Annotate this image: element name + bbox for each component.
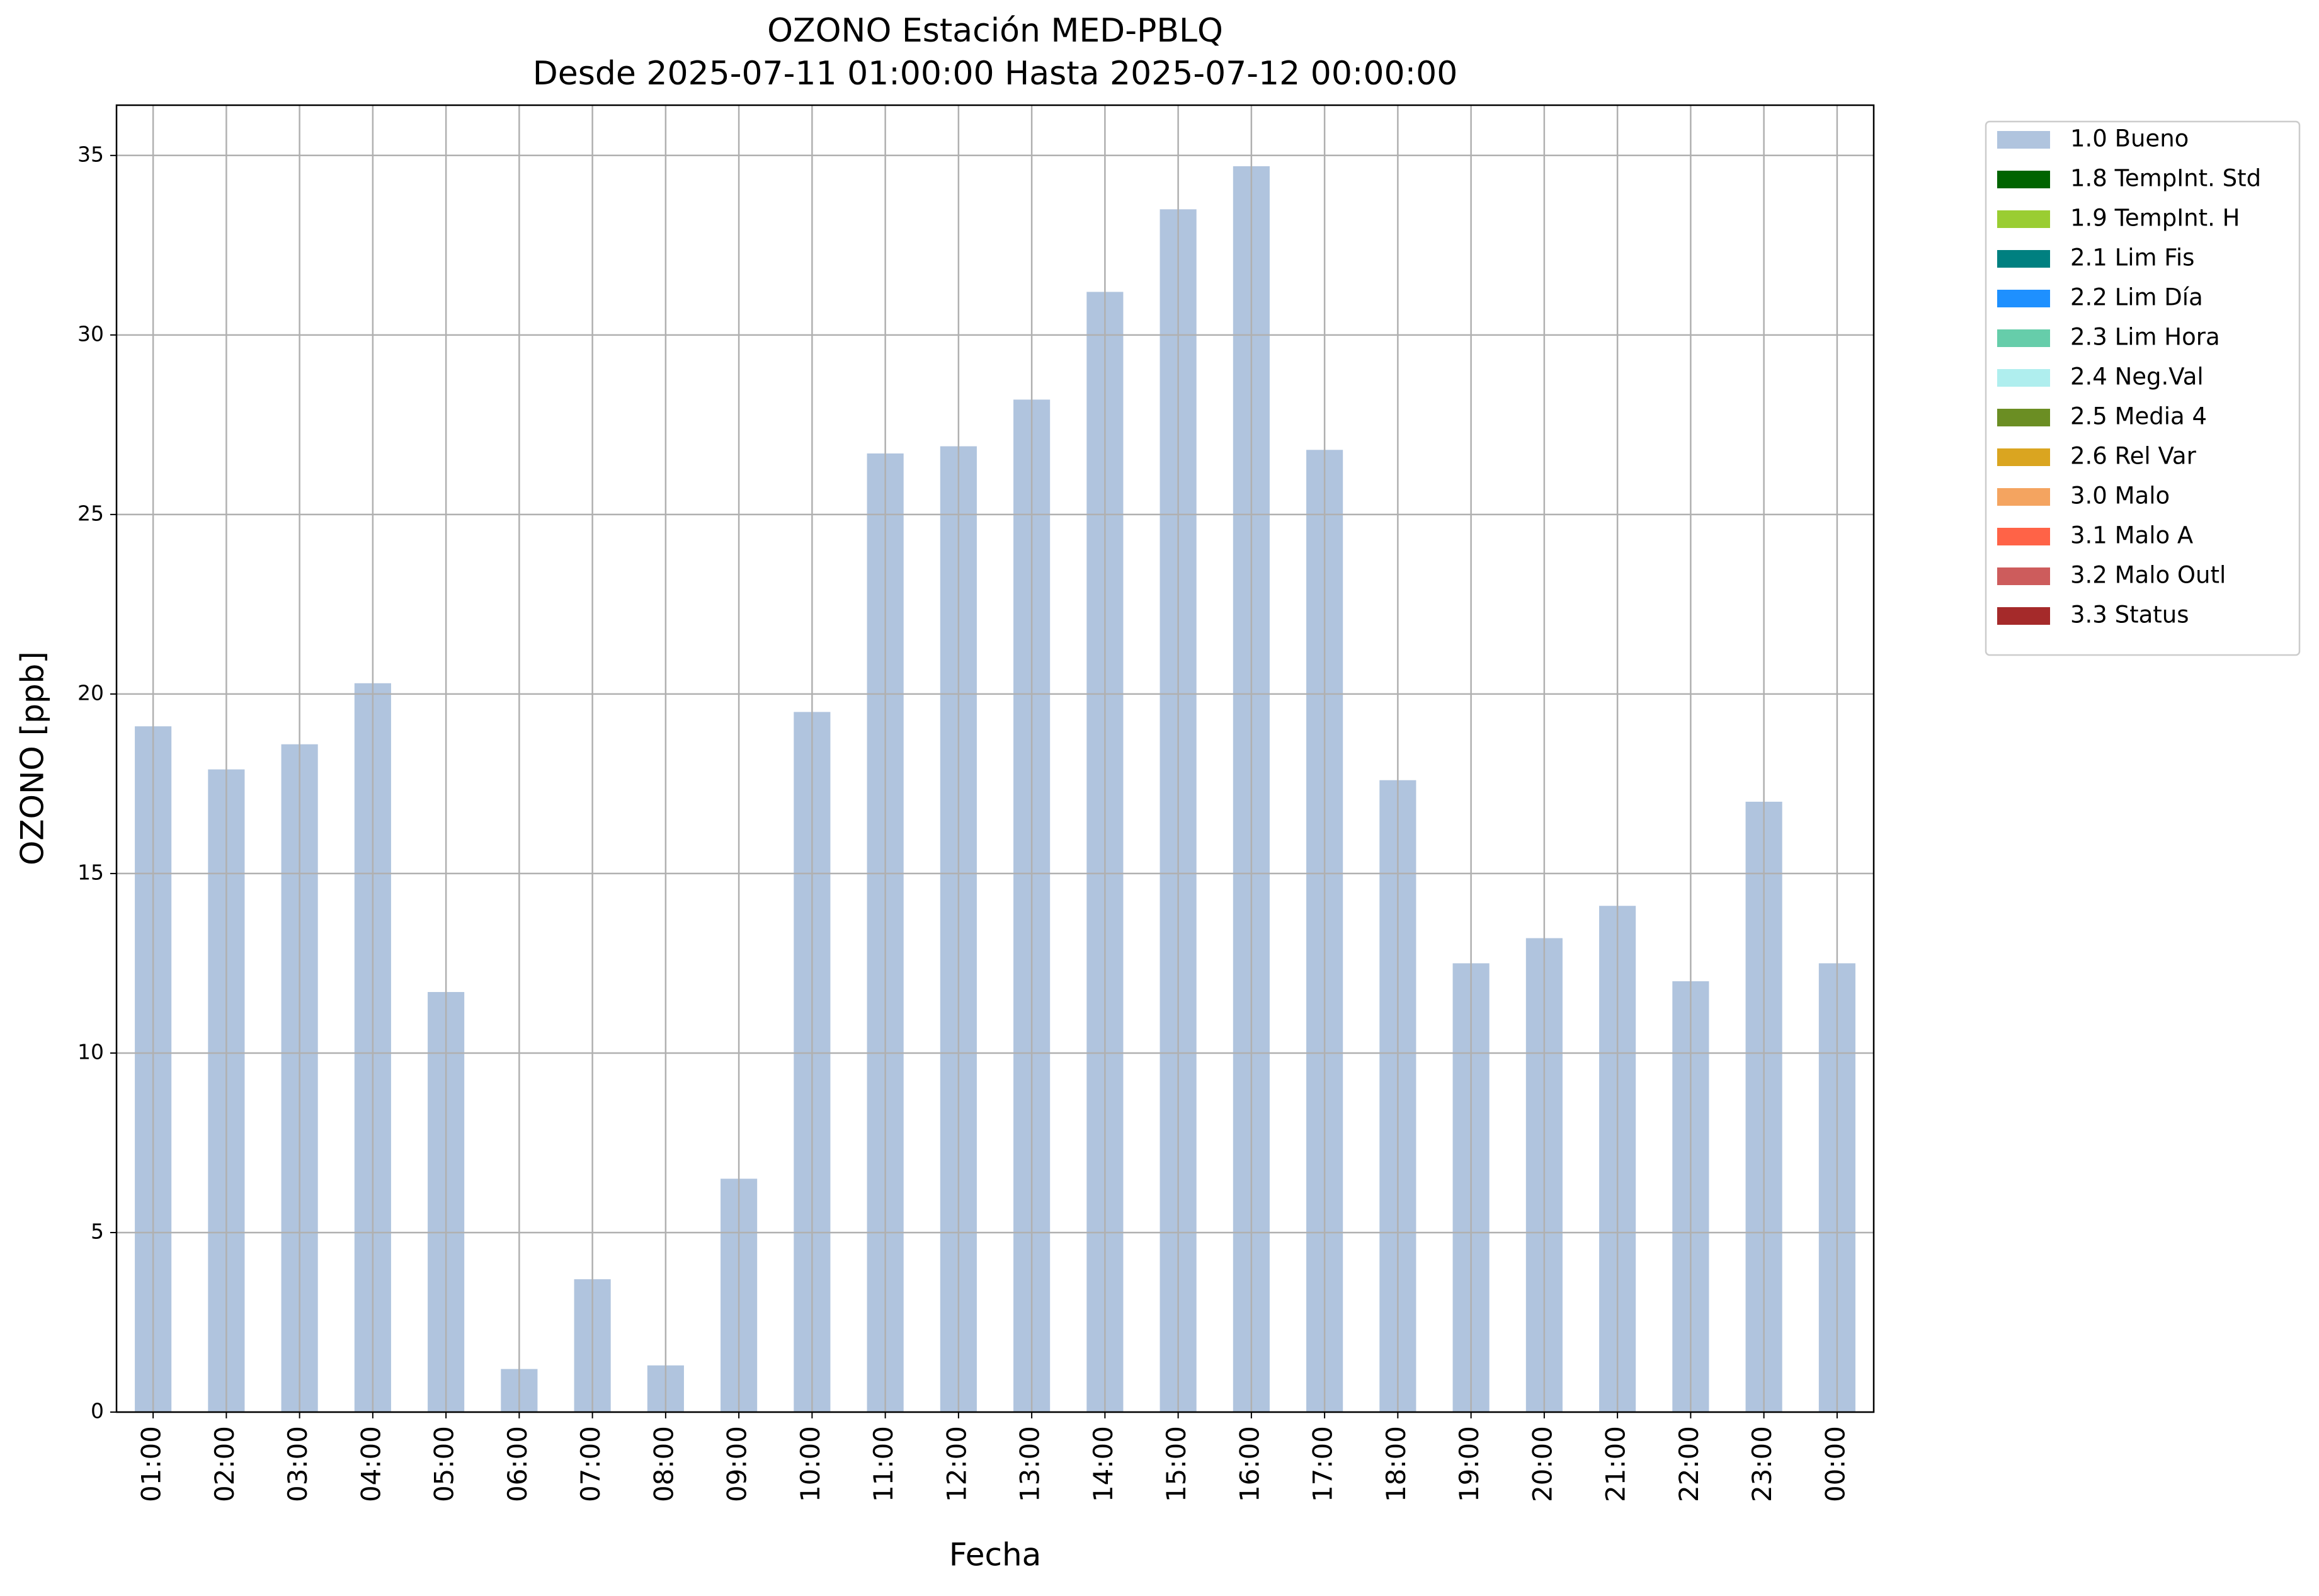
legend-swatch — [1997, 171, 2050, 188]
legend-label: 2.1 Lim Fis — [2070, 244, 2194, 271]
x-tick-label: 15:00 — [1161, 1426, 1192, 1502]
x-tick-label: 17:00 — [1308, 1426, 1338, 1502]
x-tick-label: 08:00 — [648, 1426, 679, 1502]
y-tick-label: 35 — [77, 142, 104, 166]
x-tick-label: 03:00 — [282, 1426, 313, 1502]
legend-swatch — [1997, 250, 2050, 268]
x-tick-label: 10:00 — [795, 1426, 826, 1502]
x-tick-label: 06:00 — [502, 1426, 533, 1502]
x-tick-label: 00:00 — [1820, 1426, 1850, 1502]
y-tick-label: 20 — [77, 680, 104, 705]
legend-label: 3.0 Malo — [2070, 482, 2170, 510]
legend-swatch — [1997, 567, 2050, 585]
legend-label: 2.5 Media 4 — [2070, 403, 2207, 430]
legend-swatch — [1997, 131, 2050, 149]
x-tick-label: 12:00 — [941, 1426, 972, 1502]
y-axis-label: OZONO [ppb] — [14, 651, 51, 865]
legend-label: 2.4 Neg.Val — [2070, 363, 2204, 390]
y-tick-label: 10 — [77, 1039, 104, 1064]
x-tick-label: 04:00 — [355, 1426, 386, 1502]
chart-subtitle: Desde 2025-07-11 01:00:00 Hasta 2025-07-… — [533, 55, 1458, 93]
legend-swatch — [1997, 290, 2050, 307]
legend-swatch — [1997, 210, 2050, 228]
legend-swatch — [1997, 488, 2050, 506]
x-tick-label: 22:00 — [1673, 1426, 1704, 1502]
chart-title: OZONO Estación MED-PBLQ — [767, 12, 1223, 50]
legend-label: 3.1 Malo A — [2070, 522, 2193, 549]
legend: 1.0 Bueno 1.8 TempInt. Std 1.9 TempInt. H 2… — [1985, 120, 2301, 656]
legend-swatch — [1997, 369, 2050, 387]
x-tick-label: 18:00 — [1381, 1426, 1411, 1502]
x-tick-label: 09:00 — [722, 1426, 753, 1502]
x-tick-label: 21:00 — [1600, 1426, 1631, 1502]
y-tick-label: 5 — [91, 1219, 104, 1243]
x-tick-label: 23:00 — [1746, 1426, 1777, 1502]
legend-label: 3.2 Malo Outl — [2070, 562, 2226, 589]
legend-label: 2.3 Lim Hora — [2070, 324, 2220, 351]
x-tick-label: 02:00 — [209, 1426, 240, 1502]
x-tick-label: 11:00 — [868, 1426, 899, 1502]
legend-label: 2.2 Lim Día — [2070, 284, 2203, 311]
x-tick-label: 01:00 — [136, 1426, 167, 1502]
legend-label: 1.0 Bueno — [2070, 125, 2189, 152]
legend-label: 1.9 TempInt. H — [2070, 205, 2240, 232]
y-tick-label: 0 — [91, 1399, 104, 1423]
legend-label: 2.6 Rel Var — [2070, 443, 2197, 470]
x-tick-label: 05:00 — [429, 1426, 460, 1502]
legend-swatch — [1997, 409, 2050, 426]
legend-swatch — [1997, 528, 2050, 545]
x-tick-label: 16:00 — [1234, 1426, 1265, 1502]
legend-swatch — [1997, 607, 2050, 625]
x-tick-label: 19:00 — [1454, 1426, 1484, 1502]
y-tick-label: 25 — [77, 501, 104, 525]
x-tick-label: 14:00 — [1088, 1426, 1119, 1502]
x-axis-label: Fecha — [949, 1537, 1042, 1573]
plot-frame — [115, 104, 1875, 1413]
y-tick-label: 30 — [77, 321, 104, 346]
y-tick-label: 15 — [77, 860, 104, 884]
legend-label: 3.3 Status — [2070, 601, 2189, 629]
axes: 0 5 10 15 20 25 30 35 01:00 02:00 03:00 04:00 05:00 0… — [77, 104, 1875, 1502]
x-tick-label: 20:00 — [1527, 1426, 1558, 1502]
legend-box — [1985, 120, 2301, 656]
x-tick-label: 07:00 — [575, 1426, 606, 1502]
x-tick-label: 13:00 — [1015, 1426, 1046, 1502]
legend-label: 1.8 TempInt. Std — [2070, 165, 2261, 192]
legend-swatch — [1997, 448, 2050, 466]
legend-swatch — [1997, 329, 2050, 347]
